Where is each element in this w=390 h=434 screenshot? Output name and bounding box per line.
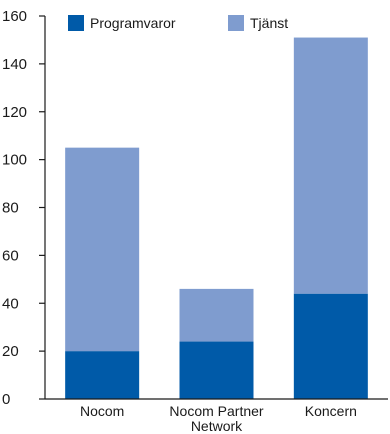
y-tick-label: 20: [2, 343, 19, 360]
x-category-label-line: Nocom: [80, 403, 124, 419]
x-category-label: Nocom: [80, 403, 124, 419]
y-tick-label: 60: [2, 247, 19, 264]
legend-swatch-tjänst: [228, 15, 244, 31]
legend-label-programvaror: Programvaror: [90, 15, 176, 31]
legend-label-tjänst: Tjänst: [250, 15, 288, 31]
bar-tjänst-0: [65, 147, 140, 352]
y-tick-label: 160: [2, 8, 27, 25]
bar-programvaror-1: [179, 341, 254, 399]
y-axis-ticks: 0 20 40 60 80 100 120 140 160: [2, 8, 45, 408]
bar-programvaror-0: [65, 351, 140, 399]
x-category-label: Nocom Partner Network: [169, 403, 263, 434]
bar-tjänst-2: [293, 37, 368, 294]
legend-swatch-programvaror: [68, 15, 84, 31]
bar-tjänst-1: [179, 288, 254, 342]
y-tick-label: 80: [2, 200, 19, 217]
x-axis-labels: Nocom Nocom Partner Network Koncern: [80, 403, 357, 434]
y-tick-label: 40: [2, 295, 19, 312]
x-category-label-line: Network: [191, 418, 243, 434]
legend: Programvaror Tjänst: [68, 15, 288, 31]
bar-programvaror-2: [293, 293, 368, 399]
x-category-label-line: Nocom Partner: [169, 403, 263, 419]
y-tick-label: 140: [2, 56, 27, 73]
x-category-label: Koncern: [305, 403, 357, 419]
y-tick-label: 0: [2, 391, 10, 408]
x-category-label-line: Koncern: [305, 403, 357, 419]
y-tick-label: 100: [2, 152, 27, 169]
bars-group: [65, 37, 368, 399]
y-tick-label: 120: [2, 104, 27, 121]
